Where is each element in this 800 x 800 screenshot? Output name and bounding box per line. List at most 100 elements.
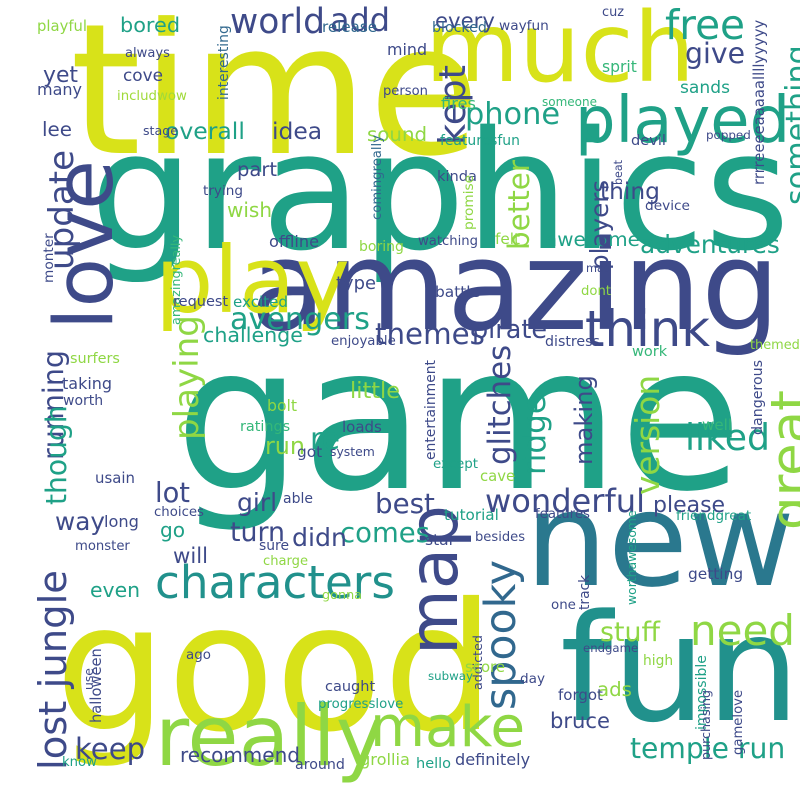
word-comingreally: comingreally: [370, 134, 385, 220]
word-request: request: [173, 294, 229, 310]
word-yet: yet: [43, 63, 79, 88]
word-progresslove: progresslove: [318, 697, 404, 712]
word-subway: subway: [428, 669, 473, 683]
word-fun: fun: [560, 582, 800, 755]
word-usain: usain: [95, 469, 135, 487]
word-stuff: stuff: [600, 617, 660, 648]
word-work: work: [632, 344, 668, 360]
word-distress: distress: [545, 334, 600, 350]
word-around: around: [295, 757, 345, 773]
word-fires: fires: [441, 94, 476, 113]
word-battle: battle: [435, 283, 481, 301]
word-watching: watching: [418, 234, 479, 249]
word-keep: keep: [75, 732, 146, 766]
word-monster: monster: [75, 539, 130, 554]
word-mind: mind: [387, 40, 428, 59]
word-something: something: [780, 45, 800, 205]
word-purchasing: purchasing: [698, 689, 713, 760]
word-give: give: [685, 37, 745, 70]
word-didn: didn: [292, 523, 347, 552]
word-bolt: bolt: [267, 396, 298, 415]
word-score: score: [465, 658, 506, 676]
word-sands: sands: [680, 78, 730, 98]
word-best: best: [375, 487, 435, 520]
word-worthawesome: worthawesome: [624, 510, 639, 605]
word-sound: sound: [367, 123, 428, 146]
word-spooky: spooky: [476, 559, 526, 710]
word-always: always: [125, 46, 170, 61]
word-lee: lee: [42, 118, 73, 141]
word-add: add: [330, 1, 391, 39]
word-tutorial: tutorial: [444, 506, 499, 524]
word-cove: cove: [123, 65, 164, 85]
word-liked: liked: [685, 416, 771, 459]
word-mad: mad: [586, 262, 612, 275]
word-turn: turn: [230, 517, 286, 548]
word-version: version: [629, 374, 667, 495]
word-sure: sure: [259, 538, 289, 554]
word-grollia: grollia: [360, 750, 410, 769]
word-sprit: sprit: [602, 58, 637, 76]
word-gamelove: gamelove: [731, 689, 746, 755]
word-blocked: blocked: [432, 20, 487, 36]
word-worth: worth: [63, 393, 104, 409]
word-got: got: [297, 443, 323, 461]
word-definitely: definitely: [455, 750, 531, 769]
word-kinda: kinda: [437, 168, 477, 185]
word-high: high: [643, 653, 674, 669]
word-awesome: awesome: [545, 228, 640, 251]
word-wonderful: wonderful: [485, 482, 646, 520]
word-stage: stage: [143, 123, 178, 138]
word-phone: phone: [465, 97, 561, 132]
word-one: one: [551, 598, 576, 613]
word-surfers: surfers: [70, 351, 120, 367]
word-new: new: [525, 464, 795, 616]
word-play: play: [155, 227, 350, 334]
word-forgot: forgot: [558, 686, 603, 704]
word-featuresfun: featuresfun: [440, 133, 520, 149]
word-promise: promise: [461, 174, 477, 230]
word-little: little: [350, 378, 400, 404]
word-amazing: amazing: [250, 215, 781, 359]
word-getting: getting: [688, 565, 744, 583]
word-idea: idea: [272, 117, 323, 145]
word-person: person: [383, 84, 428, 99]
word-think: think: [585, 300, 711, 358]
word-bruce: bruce: [550, 708, 611, 733]
word-will: will: [173, 543, 208, 568]
word-trying: trying: [203, 183, 243, 199]
word-loads: loads: [342, 418, 382, 436]
word-characters: characters: [155, 556, 395, 609]
word-endgame: endgame: [583, 641, 639, 655]
word-really: really: [155, 688, 385, 785]
word-rrrr: rrrreeeeaaaaallllyyyyy: [751, 19, 768, 185]
word-felt: felt: [495, 230, 521, 248]
word-charge: charge: [263, 554, 309, 569]
word-run: run: [265, 432, 305, 460]
word-comes: comes: [340, 517, 430, 549]
word-ridge: ridge: [517, 394, 553, 475]
word-themed: themed: [750, 338, 800, 353]
word-able: able: [283, 491, 313, 507]
word-part: part: [237, 158, 277, 181]
word-every: every: [435, 8, 495, 33]
word-even: even: [90, 578, 141, 602]
word-please: please: [653, 493, 726, 518]
word-besides: besides: [475, 530, 526, 545]
word-adventures: adventures: [640, 230, 780, 259]
word-wayfun: wayfun: [499, 18, 549, 34]
word-cave: cave: [480, 468, 516, 485]
word-halloween: halloween: [88, 648, 105, 723]
word-recommend: recommend: [180, 743, 300, 767]
word-system: system: [330, 444, 375, 459]
word-track: track: [577, 574, 593, 610]
word-played: played: [575, 84, 791, 158]
word-caught: caught: [325, 679, 376, 695]
word-except: except: [433, 457, 479, 472]
word-type: type: [336, 273, 376, 294]
word-graphics: graphics: [90, 96, 790, 287]
word-free: free: [665, 1, 746, 49]
word-excited: excited: [233, 293, 288, 311]
word-ago: ago: [186, 648, 211, 663]
